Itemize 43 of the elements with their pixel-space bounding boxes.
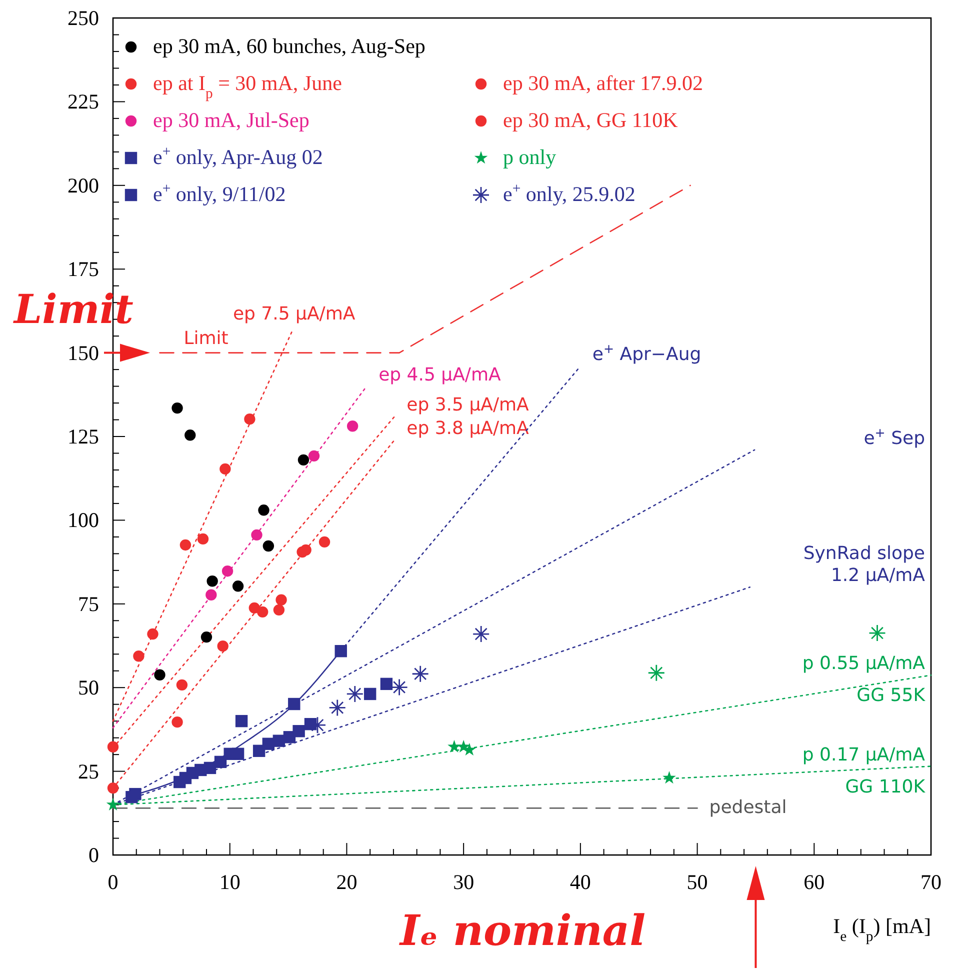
y-tick-label: 75 [78,592,99,616]
x-tick-label: 30 [453,870,474,894]
series-label: p 0.55 μA/mA [802,653,926,674]
x-tick-label: 10 [219,870,240,894]
series-label: pedestal [709,797,787,818]
y-tick-label: 175 [68,257,99,282]
x-tick-label: 60 [804,870,825,894]
y-tick-label: 150 [68,340,99,365]
annotation: GG 110K [845,776,926,798]
series-label: ep 3.8 μA/mA [406,418,530,439]
text: SynRad slope 1.2 μA/mA [803,543,926,586]
text: e$^{+}$ Sep [864,424,925,449]
legend-label: ep 30 mA, 60 bunches, Aug-Sep [153,34,426,58]
y-tick-label: 225 [68,90,99,114]
text: Iₑ nominal [399,906,646,955]
y-tick-label: 200 [68,173,99,198]
y-tick-label: 250 [68,6,99,30]
series-label: ep 3.5 μA/mA [406,394,530,416]
legend-label: e$^{+}$ only, Apr-Aug 02 [153,144,323,169]
series-label: ep 7.5 μA/mA [232,303,356,324]
x-axis-title: I$_{e}$ (I$_{p}$) [mA] [833,914,931,945]
legend-label: e$^{+}$ only, 9/11/02 [153,181,286,206]
legend-label: ep at I$_{p}$ = 30 mA, June [153,71,342,102]
legend-label: ep 30 mA, after 17.9.02 [503,71,704,95]
legend-label: ep 30 mA, Jul-Sep [153,108,310,132]
legend-label: e$^{+}$ only, 25.9.02 [503,181,636,206]
annotation: GG 55K [856,685,926,706]
x-tick-label: 50 [686,870,708,894]
legend-label: ep 30 mA, GG 110K [503,108,678,132]
series-label: p 0.17 μA/mA [802,744,926,766]
y-tick-label: 100 [68,508,99,532]
legend-label: p only [503,145,557,169]
series-label: ep 4.5 μA/mA [378,364,502,386]
x-tick-label: 40 [570,870,591,894]
x-tick-label: 20 [336,870,358,894]
y-tick-label: 25 [78,759,99,784]
x-tick-label: 0 [108,870,118,894]
y-tick-label: 50 [78,676,99,700]
series-label: e$^{+}$ Apr−Aug [592,340,702,366]
x-tick-label: 70 [920,870,942,894]
series-label: Limit [184,328,228,349]
y-tick-label: 125 [68,424,99,448]
y-tick-label: 0 [88,843,99,867]
